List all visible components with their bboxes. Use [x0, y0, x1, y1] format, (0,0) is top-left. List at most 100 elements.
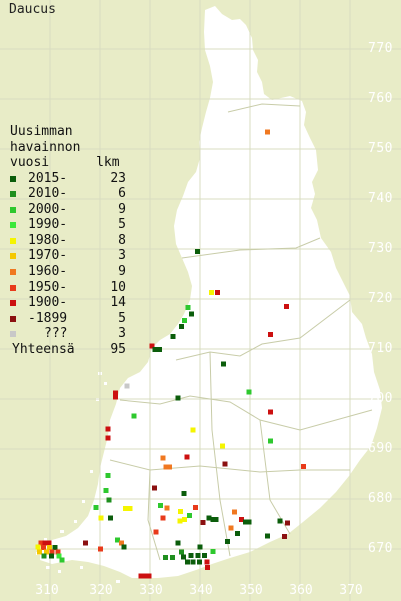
- observation-marker: [182, 318, 187, 323]
- northing-label: 770: [368, 41, 393, 56]
- observation-marker: [98, 546, 103, 552]
- legend-count: 14: [110, 295, 126, 311]
- legend-header-line-3: vuosi lkm: [10, 155, 120, 170]
- legend-header-line-2: havainnon: [10, 139, 81, 155]
- legend-label: 2010-: [28, 186, 68, 202]
- legend-label: 1990-: [28, 217, 68, 233]
- easting-label: 340: [189, 583, 213, 598]
- observation-marker: [179, 549, 184, 555]
- legend-total-label: Yhteensä: [12, 342, 75, 358]
- observation-marker: [210, 517, 216, 522]
- observation-marker: [131, 413, 137, 419]
- observation-marker: [228, 525, 234, 531]
- observation-marker: [175, 395, 181, 401]
- observation-marker: [98, 515, 104, 521]
- northing-label: 750: [368, 141, 393, 156]
- legend-swatch: [10, 269, 16, 276]
- observation-marker: [106, 497, 112, 503]
- observation-marker: [105, 473, 111, 478]
- observation-marker: [49, 553, 54, 559]
- observation-marker: [105, 435, 111, 441]
- observation-marker: [210, 549, 216, 554]
- legend-swatch: [10, 206, 16, 213]
- observation-marker: [42, 540, 48, 546]
- legend: Uusimman havainnon vuosi lkm 2015- 23 201…: [10, 124, 126, 358]
- observation-marker: [179, 324, 184, 329]
- observation-marker: [222, 461, 228, 467]
- legend-count: 8: [118, 232, 126, 248]
- observation-marker: [119, 540, 124, 546]
- observation-marker: [204, 559, 210, 565]
- observation-marker: [146, 573, 152, 579]
- observation-marker: [202, 553, 207, 558]
- observation-marker: [284, 304, 289, 309]
- observation-marker: [188, 553, 194, 558]
- observation-marker: [47, 545, 52, 550]
- observation-marker: [243, 519, 248, 525]
- observation-marker: [209, 290, 214, 295]
- legend-label: -1899: [28, 310, 68, 326]
- northing-label: 700: [368, 391, 393, 406]
- observation-marker: [123, 506, 128, 511]
- legend-row: 1970- 3: [10, 248, 126, 264]
- observation-marker: [93, 505, 99, 510]
- legend-label: 1950-: [28, 279, 68, 295]
- observation-marker: [83, 540, 88, 546]
- legend-label: 1900-: [28, 295, 68, 311]
- observation-marker: [197, 559, 202, 565]
- northing-label: 730: [368, 241, 393, 256]
- observation-markers: [35, 129, 306, 579]
- northing-label: 670: [368, 541, 393, 556]
- observation-marker: [108, 515, 113, 521]
- region-borders: [109, 103, 373, 561]
- observation-marker: [239, 517, 244, 522]
- observation-marker: [153, 529, 159, 535]
- legend-label: ???: [44, 326, 68, 342]
- observation-marker: [246, 519, 252, 525]
- observation-marker: [163, 555, 168, 560]
- observation-marker: [46, 540, 52, 546]
- legend-count: 6: [118, 186, 126, 202]
- observation-marker: [163, 464, 169, 470]
- observation-marker: [49, 549, 55, 555]
- legend-swatch: [10, 284, 16, 291]
- northing-label: 710: [368, 341, 393, 356]
- observation-marker: [115, 537, 120, 543]
- legend-label: 1980-: [28, 232, 68, 248]
- observation-marker: [190, 427, 196, 433]
- observation-marker: [37, 549, 42, 555]
- legend-swatch: [10, 175, 16, 182]
- observation-marker: [44, 549, 49, 555]
- legend-swatch: [10, 315, 16, 322]
- observation-marker: [268, 438, 273, 444]
- observation-marker: [56, 553, 62, 559]
- observation-marker: [197, 544, 203, 550]
- observation-marker: [105, 426, 111, 432]
- easting-label: 310: [35, 583, 59, 598]
- legend-swatch: [10, 191, 16, 198]
- observation-marker: [103, 488, 109, 493]
- observation-marker: [195, 553, 201, 558]
- observation-marker: [142, 573, 148, 579]
- observation-marker: [213, 517, 219, 522]
- observation-marker: [35, 544, 41, 550]
- observation-marker: [277, 518, 283, 524]
- observation-marker: [182, 517, 187, 522]
- observation-marker: [41, 553, 47, 559]
- observation-marker: [220, 443, 225, 449]
- observation-marker: [265, 129, 270, 135]
- observation-marker: [206, 515, 212, 521]
- easting-label: 330: [139, 583, 163, 598]
- observation-marker: [265, 533, 270, 539]
- legend-count: 5: [118, 217, 126, 233]
- observation-marker: [138, 573, 144, 579]
- observation-marker: [200, 520, 206, 525]
- legend-count: 3: [118, 326, 126, 342]
- legend-row: 1900- 14: [10, 295, 126, 311]
- northing-label: 680: [368, 491, 393, 506]
- northing-label: 760: [368, 91, 393, 106]
- legend-count: 5: [118, 310, 126, 326]
- observation-marker: [170, 555, 175, 560]
- northing-label: 740: [368, 191, 393, 206]
- legend-total-count: 95: [110, 342, 126, 358]
